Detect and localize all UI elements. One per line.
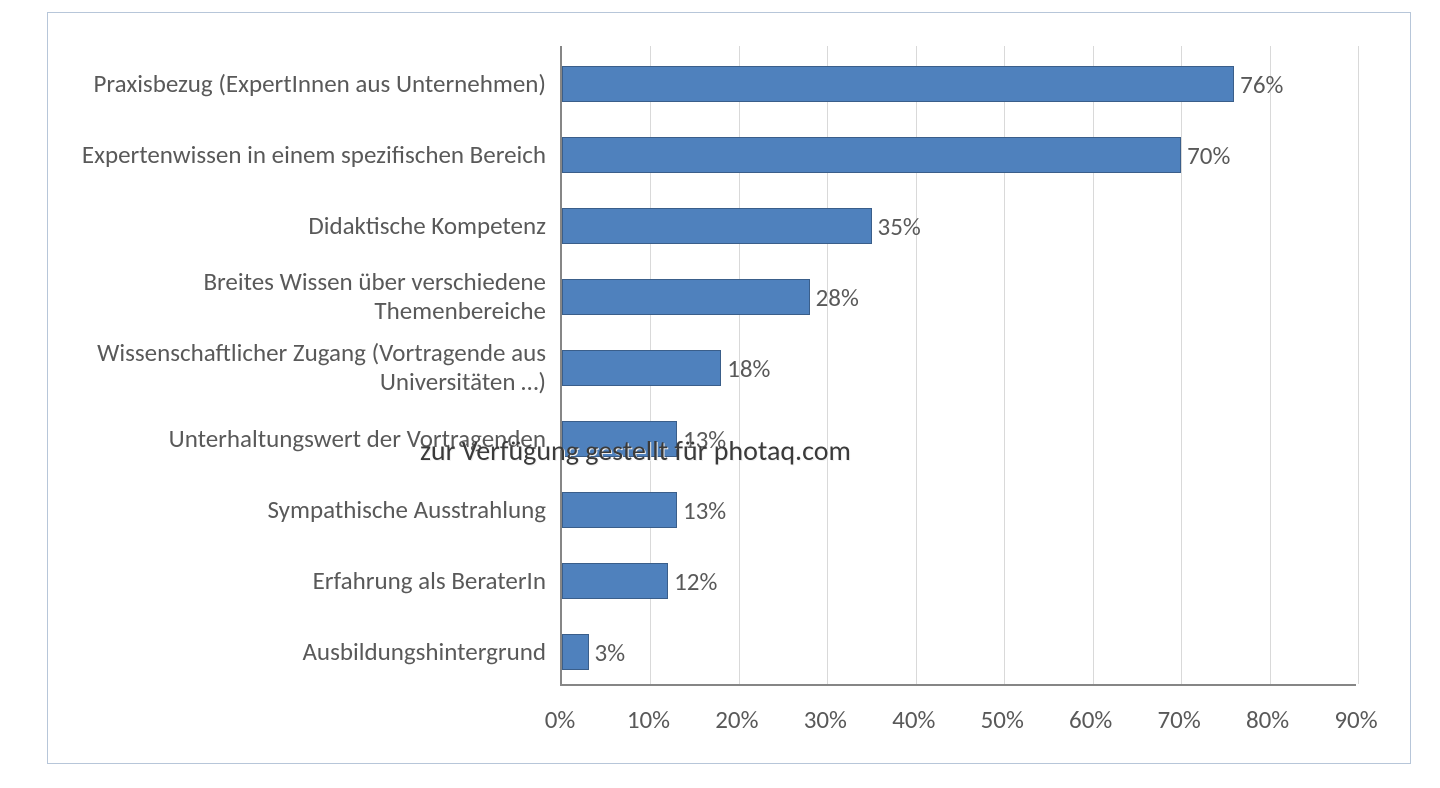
x-gridline [1270, 46, 1271, 684]
x-tick-label: 50% [981, 704, 1024, 735]
y-category-label: Ausbildungshintergrund [70, 620, 546, 684]
x-tick-label: 60% [1069, 704, 1112, 735]
x-tick-label: 20% [715, 704, 758, 735]
y-category-label: Praxisbezug (ExpertInnen aus Unternehmen… [70, 52, 546, 116]
y-category-label: Breites Wissen über verschiedene Themenb… [70, 265, 546, 329]
bar-value-label: 13% [683, 495, 726, 526]
bar-value-label: 70% [1187, 140, 1230, 171]
y-category-label: Unterhaltungswert der Vortragenden [70, 407, 546, 471]
bar [562, 634, 589, 670]
bar-value-label: 13% [683, 424, 726, 455]
x-gridline [1358, 46, 1359, 684]
bar-value-label: 3% [595, 637, 626, 668]
bar [562, 350, 721, 386]
y-category-label: Expertenwissen in einem spezifischen Ber… [70, 123, 546, 187]
bar-value-label: 28% [816, 282, 859, 313]
bar-value-label: 35% [878, 211, 921, 242]
bar [562, 66, 1234, 102]
x-tick-label: 90% [1334, 704, 1377, 735]
y-category-label: Wissenschaftlicher Zugang (Vortragende a… [70, 336, 546, 400]
x-gridline [1181, 46, 1182, 684]
x-tick-label: 80% [1246, 704, 1289, 735]
y-category-label: Didaktische Kompetenz [70, 194, 546, 258]
bar [562, 137, 1181, 173]
bar-value-label: 18% [727, 353, 770, 384]
bar [562, 208, 872, 244]
x-tick-label: 40% [892, 704, 935, 735]
x-tick-label: 0% [545, 704, 576, 735]
bar [562, 421, 677, 457]
y-category-label: Sympathische Ausstrahlung [70, 478, 546, 542]
bar [562, 563, 668, 599]
x-tick-label: 30% [804, 704, 847, 735]
x-tick-label: 70% [1158, 704, 1201, 735]
bar-value-label: 76% [1240, 69, 1283, 100]
bar-value-label: 12% [674, 566, 717, 597]
bar [562, 279, 810, 315]
y-category-label: Erfahrung als BeraterIn [70, 549, 546, 613]
bar [562, 492, 677, 528]
x-tick-label: 10% [627, 704, 670, 735]
